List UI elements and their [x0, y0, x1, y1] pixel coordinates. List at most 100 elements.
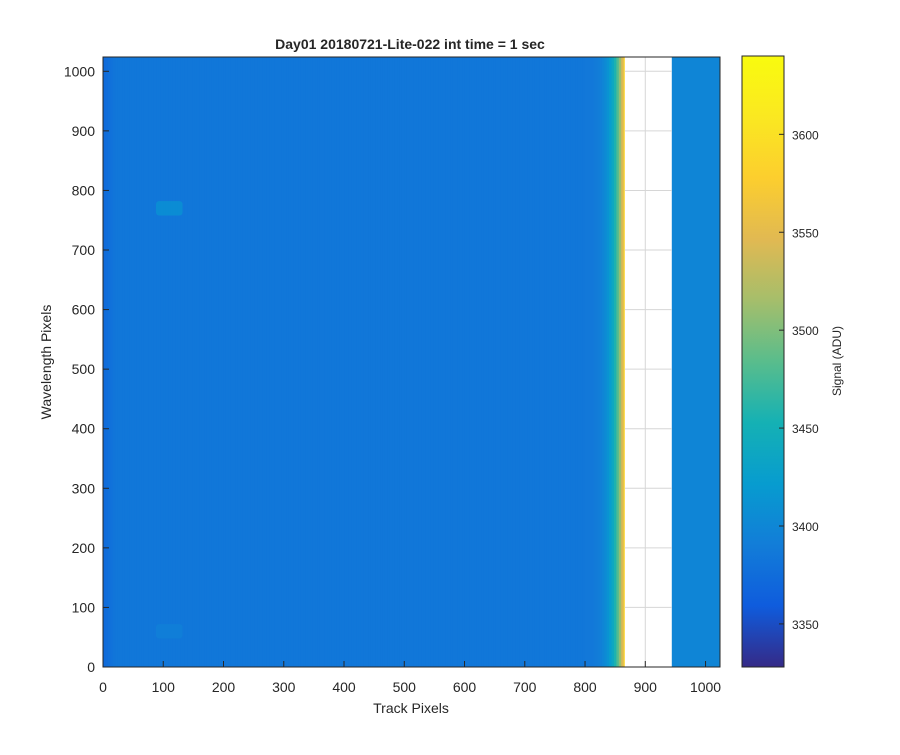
x-tick-label: 500 — [393, 679, 417, 695]
heatmap-column — [290, 57, 295, 667]
heatmap-column — [194, 57, 198, 667]
colorbar — [741, 55, 785, 668]
heatmap-column — [170, 57, 174, 667]
heatmap-column — [293, 57, 297, 667]
heatmap-column — [300, 57, 304, 667]
heatmap-column — [471, 57, 475, 667]
heatmap-column — [491, 57, 495, 667]
heatmap-column — [165, 57, 169, 667]
heatmap-column — [281, 57, 285, 667]
heatmap-column — [156, 57, 160, 667]
y-tick-label: 100 — [72, 599, 96, 615]
heatmap-column — [305, 57, 309, 667]
heatmap-column — [177, 57, 181, 667]
heatmap-column — [266, 57, 270, 667]
heatmap-column — [416, 57, 420, 667]
heatmap-column — [225, 57, 229, 667]
heatmap-column — [242, 57, 246, 667]
heatmap-column — [597, 57, 601, 667]
heatmap-column — [572, 57, 576, 667]
heatmap-column — [618, 57, 622, 667]
heatmap-column — [117, 57, 121, 667]
heatmap-column — [621, 57, 625, 667]
heatmap-column — [348, 57, 352, 667]
heatmap-column — [276, 57, 280, 667]
heatmap-column — [493, 57, 497, 667]
heatmap-column — [442, 57, 446, 667]
heatmap-column — [582, 57, 586, 667]
heatmap-column — [136, 57, 140, 667]
heatmap-column — [524, 57, 528, 667]
heatmap-column — [394, 57, 398, 667]
heatmap-column — [310, 57, 314, 667]
heatmap-column — [599, 57, 603, 667]
heatmap-column — [356, 57, 360, 667]
y-axis-ticks: 0 100 200 300 400 500 600 700 800 900 1000 — [64, 63, 109, 675]
heatmap-column — [139, 57, 143, 667]
heatmap-column — [334, 57, 338, 667]
heatmap-column — [223, 57, 227, 667]
heatmap-column — [163, 57, 167, 667]
x-tick-label: 300 — [272, 679, 296, 695]
heatmap-column — [298, 57, 302, 667]
heatmap-column — [182, 57, 186, 667]
heatmap-column — [507, 57, 511, 667]
heatmap-column — [331, 57, 335, 667]
heatmap-column — [375, 57, 379, 667]
heatmap-column — [450, 57, 454, 667]
heatmap-column — [315, 57, 319, 667]
heatmap-column — [445, 57, 449, 667]
colorbar-tick-label: 3500 — [792, 324, 819, 338]
heatmap-column — [250, 57, 254, 667]
heatmap-column — [235, 57, 239, 667]
heatmap-column — [539, 57, 543, 667]
heatmap-column — [401, 57, 405, 667]
heatmap-column — [180, 57, 184, 667]
heatmap-column — [209, 57, 213, 667]
heatmap-column — [592, 57, 596, 667]
heatmap-column — [127, 57, 131, 667]
heatmap-column — [585, 57, 589, 667]
heatmap-column — [551, 57, 555, 667]
y-tick-label: 300 — [72, 480, 96, 496]
heatmap-column — [153, 57, 157, 667]
heatmap-column — [103, 57, 107, 667]
heatmap-column — [230, 57, 234, 667]
heatmap-column — [252, 57, 256, 667]
heatmap-column — [604, 57, 608, 667]
heatmap-column — [428, 57, 432, 667]
heatmap-column — [423, 57, 427, 667]
heatmap-column — [365, 57, 369, 667]
heatmap-column — [372, 57, 376, 667]
heatmap-column — [469, 57, 473, 667]
heatmap-column — [286, 57, 290, 667]
x-axis-ticks: 0 100 200 300 400 500 600 700 800 900 1000 — [99, 661, 721, 695]
heatmap-column — [589, 57, 593, 667]
heatmap-column — [368, 57, 372, 667]
heatmap-column — [438, 57, 442, 667]
heatmap-column — [329, 57, 333, 667]
heatmap-column — [505, 57, 509, 667]
heatmap-column — [575, 57, 579, 667]
heatmap-column — [247, 57, 251, 667]
heatmap-column — [474, 57, 478, 667]
heatmap-column — [172, 57, 176, 667]
heatmap-column — [411, 57, 415, 667]
heatmap-column — [534, 57, 538, 667]
heatmap-column — [382, 57, 386, 667]
heatmap-column — [288, 57, 292, 667]
heatmap-column — [606, 57, 610, 667]
heatmap-column — [568, 57, 572, 667]
heatmap-column — [409, 57, 413, 667]
heatmap-column — [397, 57, 401, 667]
heatmap-column — [611, 57, 615, 667]
heatmap-column — [563, 57, 567, 667]
heatmap-column — [435, 57, 439, 667]
heatmap-column — [363, 57, 367, 667]
heatmap-column — [206, 57, 210, 667]
heatmap-column — [360, 57, 364, 667]
y-tick-label: 800 — [72, 182, 96, 198]
heatmap-column — [213, 57, 217, 667]
heatmap-column — [189, 57, 193, 667]
